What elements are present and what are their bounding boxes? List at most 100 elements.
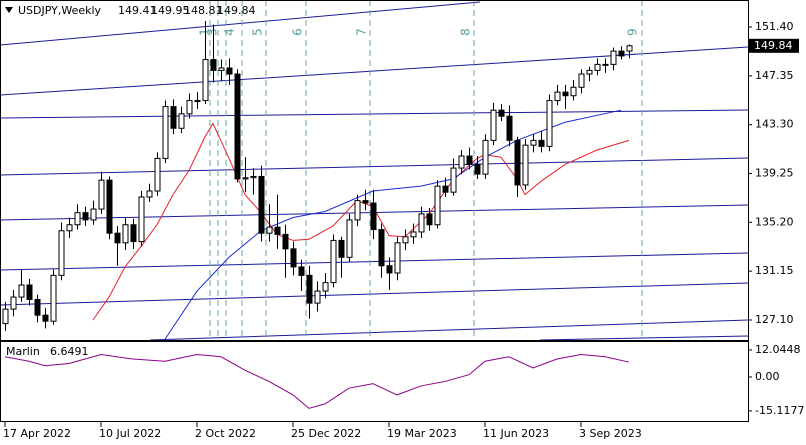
- candle-body: [98, 179, 105, 210]
- candle-body: [282, 233, 289, 250]
- candle-body: [122, 224, 129, 244]
- indicator-panel-frame: [0, 341, 749, 422]
- indicator-y-tick-label: 12.0448: [755, 343, 801, 356]
- candle-body: [554, 91, 561, 102]
- candle-body: [258, 176, 265, 234]
- candle-body: [610, 50, 617, 65]
- candle-body: [586, 69, 593, 75]
- candle-body: [394, 242, 401, 274]
- candle-body: [370, 202, 377, 231]
- candle-body: [562, 91, 569, 97]
- candle-body: [74, 212, 81, 226]
- candle-body: [362, 200, 369, 204]
- candle-body: [34, 298, 41, 316]
- candle-body: [290, 248, 297, 268]
- time-zone-label: 7: [355, 28, 369, 36]
- candle-body: [194, 100, 201, 103]
- channel-line: [539, 335, 749, 341]
- x-tick-label: 25 Dec 2022: [291, 427, 361, 440]
- candle-body: [442, 185, 449, 193]
- candle-body: [514, 139, 521, 186]
- candle-body: [498, 109, 505, 117]
- channel-line: [0, 157, 749, 176]
- candle-body: [42, 314, 49, 322]
- time-zone-label: 5: [251, 28, 265, 36]
- candle-body: [306, 274, 313, 304]
- candle-body: [466, 155, 473, 165]
- candle-body: [82, 212, 89, 221]
- time-zone-label: 3: [206, 28, 220, 36]
- channel-line: [149, 319, 749, 341]
- chart-title: USDJPY,Weekly: [18, 4, 102, 17]
- last-price-label: 149.84: [754, 39, 793, 52]
- header-high: 149.95: [151, 4, 190, 17]
- indicator-y-tick-label: 0.00: [755, 370, 780, 383]
- candle-body: [426, 213, 433, 226]
- channel-line: [0, 109, 749, 119]
- y-tick-label: 135.20: [755, 215, 794, 228]
- candle-body: [106, 179, 113, 234]
- header-open: 149.41: [118, 4, 157, 17]
- indicator-current: 6.6491: [50, 345, 89, 358]
- candle-body: [482, 139, 489, 175]
- candle-body: [146, 190, 153, 198]
- candle-body: [330, 239, 337, 284]
- last-price-box: [749, 38, 799, 53]
- candle-body: [530, 139, 537, 146]
- candle-body: [114, 232, 121, 244]
- channel-line: [0, 282, 749, 306]
- time-zone-label: 8: [459, 28, 473, 36]
- candle-body: [266, 226, 273, 234]
- menu-triangle[interactable]: [5, 7, 13, 13]
- time-zone-label: 1: [198, 28, 212, 36]
- candle-body: [618, 50, 625, 57]
- y-tick-label: 151.40: [755, 20, 794, 33]
- candle-body: [458, 155, 465, 169]
- x-tick-label: 3 Sep 2023: [579, 427, 642, 440]
- candle-body: [578, 73, 585, 88]
- candle-body: [386, 265, 393, 274]
- x-tick-label: 17 Apr 2022: [3, 427, 71, 440]
- indicator-name: Marlin: [6, 345, 40, 358]
- candle-body: [210, 59, 217, 71]
- y-tick-label: 147.35: [755, 69, 794, 82]
- header-low: 148.81: [184, 4, 223, 17]
- main-panel-frame: [0, 0, 749, 341]
- candle-body: [314, 290, 321, 304]
- candle-body: [546, 100, 553, 147]
- candle-body: [626, 45, 633, 52]
- candle-body: [26, 284, 33, 300]
- candle-body: [154, 157, 161, 192]
- y-tick-label: 139.25: [755, 166, 794, 179]
- candle-body: [226, 67, 233, 75]
- candle-body: [474, 163, 481, 175]
- candle-body: [66, 224, 73, 232]
- candle-body: [434, 185, 441, 226]
- candle-body: [450, 167, 457, 193]
- candle-body: [354, 200, 361, 221]
- candle-body: [490, 109, 497, 141]
- candle-body: [602, 63, 609, 66]
- candle-body: [346, 219, 353, 258]
- x-tick-label: 11 Jun 2023: [483, 427, 549, 440]
- candle-body: [522, 144, 529, 186]
- candle-body: [410, 231, 417, 238]
- time-zone-label: 4: [223, 28, 237, 36]
- candle-body: [298, 266, 305, 276]
- time-zone-label: 9: [626, 28, 640, 36]
- candle-body: [378, 229, 385, 267]
- candle-body: [250, 176, 257, 179]
- candle-body: [162, 106, 169, 159]
- candle-body: [418, 213, 425, 233]
- candle-body: [274, 226, 281, 235]
- y-tick-label: 131.15: [755, 264, 794, 277]
- candle-body: [538, 139, 545, 147]
- candle-body: [50, 274, 57, 322]
- y-tick-label: 143.30: [755, 118, 794, 131]
- candle-body: [18, 284, 25, 298]
- candle-body: [338, 239, 345, 258]
- candle-body: [10, 296, 17, 310]
- time-zone-label: 6: [291, 28, 305, 36]
- candle-body: [506, 115, 513, 141]
